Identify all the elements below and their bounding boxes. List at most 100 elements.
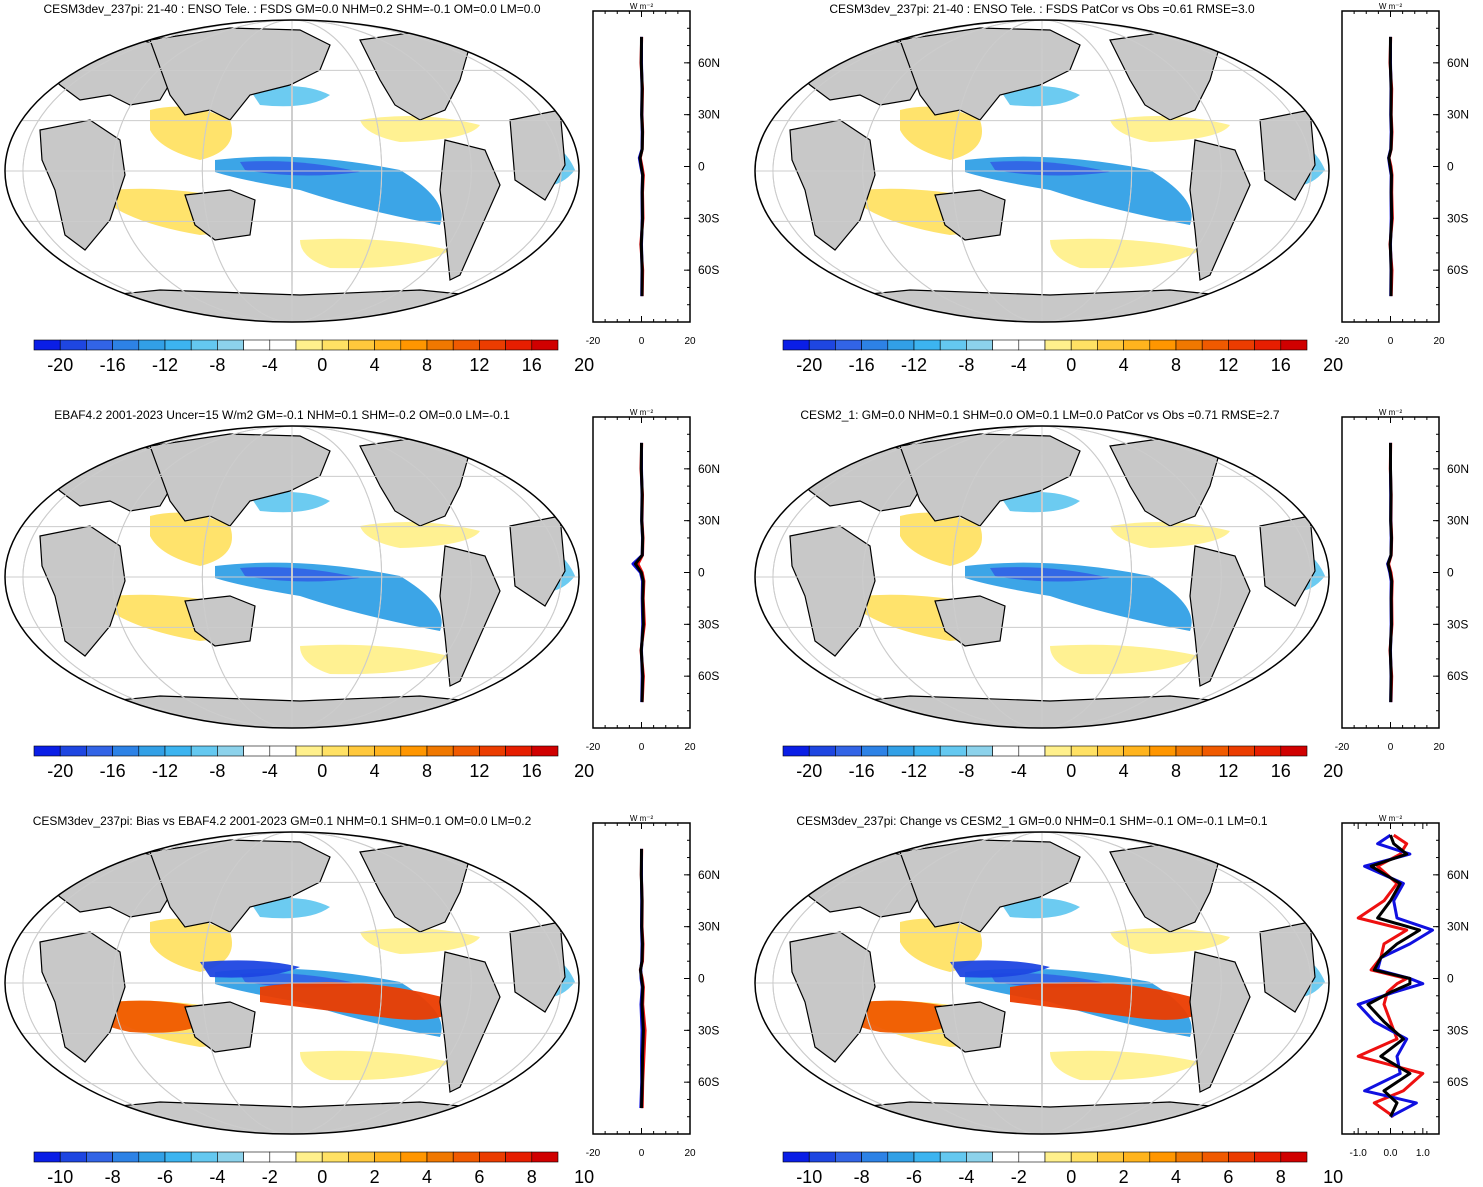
colorbar-swatch bbox=[190, 745, 218, 757]
colorbar-label: 12 bbox=[1218, 761, 1238, 781]
colorbar-label: 4 bbox=[422, 1167, 432, 1187]
map-content bbox=[5, 20, 579, 322]
colorbar-swatch bbox=[966, 745, 993, 757]
anomaly-region bbox=[1000, 898, 1080, 919]
x-tick-label: 0 bbox=[1388, 742, 1394, 753]
colorbar-label: -6 bbox=[157, 1167, 173, 1187]
colorbar-swatch bbox=[505, 339, 533, 351]
landmass bbox=[789, 525, 876, 657]
colorbar-label: -6 bbox=[906, 1167, 922, 1187]
x-tick-label: 20 bbox=[684, 742, 696, 753]
colorbar-swatch bbox=[1044, 1151, 1072, 1163]
colorbar-swatch bbox=[295, 745, 323, 757]
colorbar-swatch bbox=[992, 1151, 1020, 1163]
longitude-gridline bbox=[1041, 832, 1043, 1134]
colorbar-swatch bbox=[782, 1151, 810, 1163]
robinson-map bbox=[4, 425, 580, 729]
landmass bbox=[39, 119, 126, 251]
longitude-gridline bbox=[862, 426, 1222, 728]
colorbar-swatch bbox=[374, 745, 402, 757]
x-tick-label: 20 bbox=[1433, 336, 1445, 347]
colorbar: -10 -8 -6 -4 -2 0 2 4 6 8 10 bbox=[782, 1151, 1343, 1187]
longitude-gridline bbox=[112, 20, 472, 322]
colorbar-swatch bbox=[348, 1151, 375, 1163]
landmass bbox=[934, 189, 1006, 241]
profile-line-mean bbox=[633, 442, 645, 703]
landmass bbox=[1189, 545, 1251, 687]
zonal-mean-profile: W m⁻² -20 0 20 60N 30N 0 30S 60S bbox=[586, 2, 720, 347]
colorbar: -20 -16 -12 -8 -4 0 4 8 12 16 20 bbox=[782, 339, 1343, 375]
colorbar-swatch bbox=[1149, 1151, 1177, 1163]
colorbar-swatch bbox=[217, 339, 244, 351]
colorbar-label: -4 bbox=[1011, 355, 1027, 375]
y-tick-label: 60N bbox=[698, 868, 720, 882]
colorbar-label: 8 bbox=[1276, 1167, 1286, 1187]
y-tick-label: 0 bbox=[698, 972, 705, 986]
panel-title: CESM2_1: GM=0.0 NHM=0.1 SHM=0.0 OM=0.1 L… bbox=[800, 408, 1280, 422]
anomaly-region bbox=[150, 106, 232, 160]
longitude-gridline bbox=[772, 832, 1312, 1134]
colorbar-label: -16 bbox=[849, 761, 875, 781]
colorbar-swatch bbox=[452, 745, 480, 757]
colorbar-label: -4 bbox=[958, 1167, 974, 1187]
profile-line-mean bbox=[1386, 442, 1394, 703]
x-tick-label: 20 bbox=[684, 336, 696, 347]
unit-label: W m⁻² bbox=[630, 408, 654, 417]
robinson-map bbox=[754, 831, 1330, 1135]
y-tick-label: 60N bbox=[1447, 868, 1469, 882]
colorbar-swatch bbox=[33, 745, 61, 757]
colorbar-swatch bbox=[913, 1151, 941, 1163]
anomaly-region bbox=[1050, 238, 1200, 269]
colorbar-swatch bbox=[86, 1151, 113, 1163]
colorbar-label: -8 bbox=[209, 355, 225, 375]
colorbar-label: 10 bbox=[1323, 1167, 1343, 1187]
y-tick-label: 0 bbox=[698, 566, 705, 580]
colorbar-swatch bbox=[269, 745, 297, 757]
landmass bbox=[1259, 109, 1316, 201]
y-tick-label: 60S bbox=[698, 1075, 719, 1089]
colorbar-swatch bbox=[913, 745, 941, 757]
anomaly-region bbox=[240, 161, 360, 176]
y-tick-label: 60S bbox=[1447, 669, 1468, 683]
y-tick-label: 0 bbox=[1447, 566, 1454, 580]
colorbar-swatch bbox=[887, 1151, 915, 1163]
profile-line-mean bbox=[1387, 36, 1394, 297]
colorbar-swatch bbox=[243, 339, 271, 351]
colorbar-swatch bbox=[1228, 1151, 1255, 1163]
landmass bbox=[509, 921, 566, 1013]
colorbar-label: 4 bbox=[370, 761, 380, 781]
colorbar-swatch bbox=[426, 1151, 454, 1163]
y-tick-label: 30N bbox=[698, 920, 720, 934]
map-border bbox=[4, 19, 580, 323]
longitude-gridline bbox=[772, 20, 1312, 322]
colorbar-swatch bbox=[861, 745, 889, 757]
map-border bbox=[754, 831, 1330, 1135]
colorbar-swatch bbox=[1070, 1151, 1098, 1163]
colorbar-swatch bbox=[1175, 745, 1203, 757]
colorbar-swatch bbox=[1175, 339, 1203, 351]
colorbar-swatch bbox=[479, 745, 506, 757]
colorbar-label: -4 bbox=[262, 355, 278, 375]
longitude-gridline bbox=[22, 20, 562, 322]
panel-fsds-enso-model: CESM3dev_237pi: 21-40 : ENSO Tele. : FSD… bbox=[4, 2, 720, 375]
robinson-map bbox=[754, 425, 1330, 729]
colorbar-swatch bbox=[321, 1151, 349, 1163]
colorbar-label: -10 bbox=[47, 1167, 73, 1187]
map-border bbox=[754, 19, 1330, 323]
robinson-map bbox=[4, 831, 580, 1135]
landmass bbox=[184, 189, 256, 241]
x-tick-label: -20 bbox=[586, 742, 601, 753]
colorbar-label: -20 bbox=[47, 355, 73, 375]
robinson-map bbox=[4, 19, 580, 323]
colorbar-swatch bbox=[138, 339, 166, 351]
colorbar-swatch bbox=[1018, 1151, 1046, 1163]
panel-cesm2-enso: CESM2_1: GM=0.0 NHM=0.1 SHM=0.0 OM=0.1 L… bbox=[754, 408, 1469, 781]
colorbar-label: 4 bbox=[1119, 761, 1129, 781]
anomaly-region bbox=[250, 898, 330, 919]
landmass bbox=[149, 27, 331, 121]
landmass bbox=[39, 525, 126, 657]
colorbar-swatch bbox=[400, 745, 428, 757]
colorbar-swatch bbox=[939, 1151, 967, 1163]
x-tick-label: 1.0 bbox=[1416, 1148, 1430, 1159]
x-tick-label: 0.0 bbox=[1384, 1148, 1398, 1159]
